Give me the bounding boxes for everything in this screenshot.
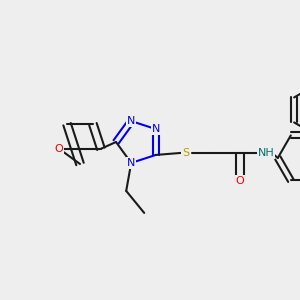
Text: N: N <box>127 116 135 126</box>
Text: NH: NH <box>257 148 274 158</box>
Text: N: N <box>127 158 135 168</box>
Text: S: S <box>182 148 189 158</box>
Text: O: O <box>236 176 244 186</box>
Text: O: O <box>55 144 64 154</box>
Text: N: N <box>152 124 160 134</box>
